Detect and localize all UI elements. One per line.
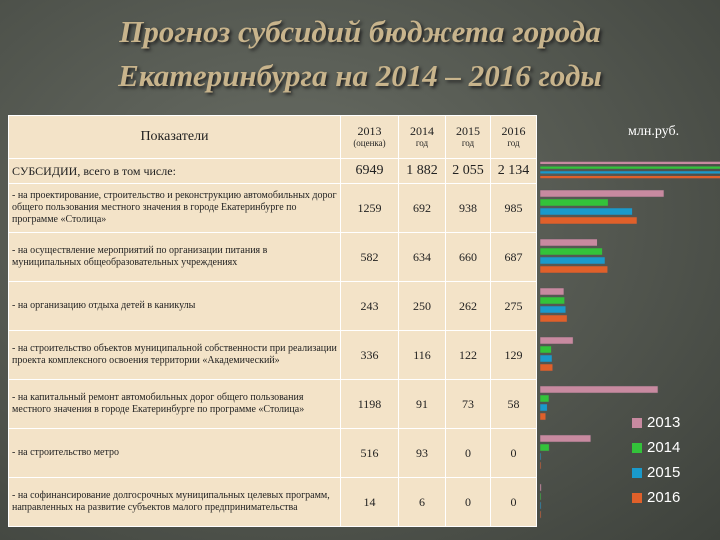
- header-text: год: [461, 138, 475, 148]
- legend-label: 2015: [647, 464, 680, 481]
- bar: [539, 461, 542, 470]
- table-cell: 0: [490, 428, 537, 478]
- bar: [539, 198, 609, 207]
- legend-label: 2016: [647, 489, 680, 506]
- bar: [539, 207, 633, 216]
- table-cell: - на организацию отдыха детей в каникулы: [8, 281, 341, 331]
- bar: [539, 354, 553, 363]
- table-cell: 1198: [340, 379, 399, 429]
- bar: [539, 434, 592, 443]
- table-cell: СУБСИДИИ, всего в том числе:: [8, 158, 341, 184]
- bar: [539, 345, 552, 354]
- legend-swatch: [632, 468, 642, 478]
- table-cell: 6: [398, 477, 446, 527]
- table-cell: - на осуществление мероприятий по органи…: [8, 232, 341, 282]
- header-text: 2013: [357, 124, 382, 138]
- bar: [539, 166, 720, 170]
- table-cell: 275: [490, 281, 537, 331]
- table-cell: 58: [490, 379, 537, 429]
- legend-swatch: [632, 493, 642, 503]
- header-text: 2014: [410, 124, 434, 138]
- table-cell: 6949: [340, 158, 399, 184]
- header-text: год: [507, 138, 520, 148]
- bar: [539, 336, 574, 345]
- bar: [539, 314, 568, 323]
- table-cell: 687: [490, 232, 537, 282]
- table-row: - на проектирование, строительство и рек…: [8, 183, 537, 233]
- header-cell: 2014 год: [398, 115, 446, 159]
- bar: [539, 247, 603, 256]
- bar: [539, 161, 720, 165]
- bar: [539, 175, 720, 179]
- table-row: - на софинансирование долгосрочных муниц…: [8, 477, 537, 527]
- header-text: 2016: [501, 124, 526, 138]
- header-text: год: [415, 138, 429, 148]
- bar: [539, 403, 548, 412]
- bar: [539, 216, 638, 225]
- table-row: - на организацию отдыха детей в каникулы…: [8, 281, 537, 331]
- title: Прогноз субсидий бюджета города: [119, 14, 601, 49]
- table-cell: 0: [445, 477, 491, 527]
- legend-swatch: [632, 418, 642, 428]
- bar: [539, 256, 606, 265]
- bar: [539, 483, 542, 492]
- table-row: - на капитальный ремонт автомобильных до…: [8, 379, 537, 429]
- table-cell: 122: [445, 330, 491, 380]
- table-cell: 243: [340, 281, 399, 331]
- table-cell: - на капитальный ремонт автомобильных до…: [8, 379, 341, 429]
- table-cell: 1 882: [398, 158, 446, 184]
- unit-label: млн.руб.: [628, 124, 680, 139]
- table-row: - на строительство объектов муниципально…: [8, 330, 537, 380]
- bar: [539, 492, 542, 501]
- table-row: - на строительство метро 516 93 0 0: [8, 428, 537, 478]
- bar: [539, 296, 565, 305]
- header-cell: 2016 год: [490, 115, 537, 159]
- legend-label: 2014: [647, 439, 680, 456]
- table-cell: 14: [340, 477, 399, 527]
- bar: [539, 363, 553, 372]
- legend-label: 2013: [647, 414, 680, 431]
- bar: [539, 394, 550, 403]
- bar: [539, 443, 550, 452]
- bar: [539, 265, 608, 274]
- bar: [539, 170, 720, 174]
- bar: [539, 452, 542, 461]
- legend-swatch: [632, 443, 642, 453]
- header-text: (оценка): [353, 138, 386, 148]
- bar: [539, 287, 565, 296]
- bar: [539, 501, 542, 510]
- table-row: СУБСИДИИ, всего в том числе: 6949 1 882 2 0…: [8, 158, 537, 184]
- table-cell: 1259: [340, 183, 399, 233]
- title: Екатеринбурга на 2014 – 2016 годы: [118, 58, 602, 93]
- table-cell: 2 055: [445, 158, 491, 184]
- bar: [539, 412, 546, 421]
- table-cell: 582: [340, 232, 399, 282]
- bar: [539, 189, 665, 198]
- table-cell: 938: [445, 183, 491, 233]
- bar: [539, 385, 659, 394]
- table-cell: 2 134: [490, 158, 537, 184]
- table-cell: 985: [490, 183, 537, 233]
- table-cell: 0: [490, 477, 537, 527]
- bar: [539, 238, 598, 247]
- bar: [539, 510, 542, 519]
- table-cell: - на строительство объектов муниципально…: [8, 330, 341, 380]
- table-cell: 129: [490, 330, 537, 380]
- bar: [539, 305, 567, 314]
- header-row: Показатели 2013 (оценка) 2014 год 2015 год 2016…: [8, 115, 537, 159]
- table: Показатели 2013 (оценка) 2014 год 2015 год 2016…: [8, 115, 537, 527]
- header-text: 2015: [456, 124, 480, 138]
- table-cell: - на проектирование, строительство и рек…: [8, 183, 341, 233]
- table-cell: - на софинансирование долгосрочных муниц…: [8, 477, 341, 527]
- table-cell: - на строительство метро: [8, 428, 341, 478]
- table-cell: 634: [398, 232, 446, 282]
